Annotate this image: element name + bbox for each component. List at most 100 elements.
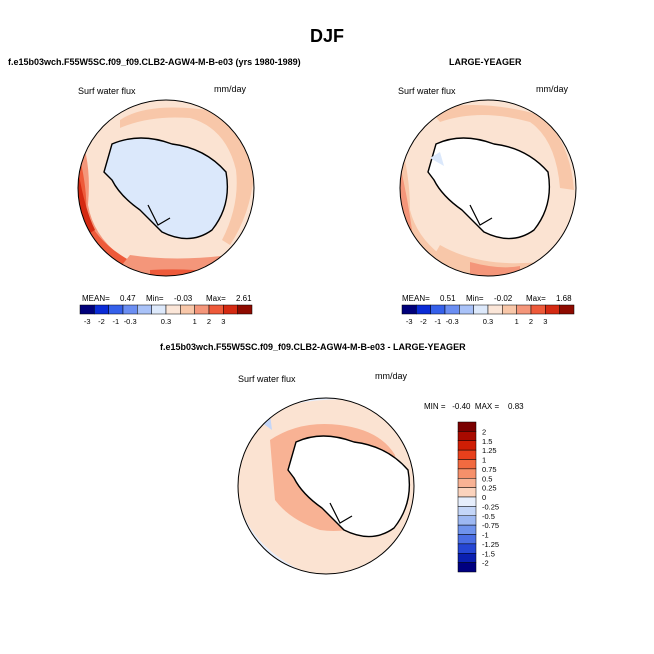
colorbar-2-tick-label: 1: [515, 317, 519, 326]
panel2-min-label: Min=: [466, 294, 484, 303]
panel1-max-label: Max=: [206, 294, 226, 303]
colorbar-1-swatch: [180, 304, 195, 315]
panel1-variable-label: Surf water flux: [78, 86, 136, 96]
colorbar-diff-swatch: [457, 440, 477, 451]
colorbar-2-tick-label: 0.3: [483, 317, 493, 326]
colorbar-diff-tick-label: -1.5: [482, 549, 495, 558]
colorbar-1-tick-label: -0.3: [124, 317, 137, 326]
colorbar-1-swatch: [108, 304, 124, 315]
colorbar-2-tick-label: -0.3: [446, 317, 459, 326]
panel2-mean-value: 0.51: [440, 294, 456, 303]
map-panel-3: [238, 398, 414, 574]
colorbar-panel-2: -3 -2 -1 -0.3 0.3 1 2 3: [401, 304, 575, 326]
map-panel-1: [78, 100, 254, 276]
colorbar-2-swatch: [502, 304, 517, 315]
panel1-min-value: -0.03: [174, 294, 193, 303]
colorbar-1-swatch: [122, 304, 138, 315]
panel1-max-value: 2.61: [236, 294, 252, 303]
panel1-mean-value: 0.47: [120, 294, 136, 303]
colorbar-diff-tick-label: 0.25: [482, 484, 497, 493]
panel2-units-label: mm/day: [536, 84, 569, 94]
colorbar-diff-swatch: [457, 478, 477, 488]
colorbar-2-tick-label: -2: [420, 317, 427, 326]
colorbar-diff-tick-label: 2: [482, 427, 486, 436]
colorbar-1-tick-label: -3: [84, 317, 91, 326]
colorbar-2-tick-label: -3: [406, 317, 413, 326]
panel3-minmax: MIN = -0.40 MAX = 0.83: [424, 402, 524, 411]
panel2-mean-label: MEAN=: [402, 294, 430, 303]
colorbar-diff-swatch: [457, 449, 477, 460]
colorbar-1-tick-label: 0.3: [161, 317, 171, 326]
map-panel-2-border: [399, 99, 577, 277]
panel1-units-label: mm/day: [214, 84, 247, 94]
colorbar-diff-tick-label: -2: [482, 559, 489, 568]
colorbar-1-tick-label: 2: [207, 317, 211, 326]
panel1-min-label: Min=: [146, 294, 164, 303]
colorbar-diff-swatch: [457, 515, 477, 526]
page-title: DJF: [310, 26, 345, 46]
colorbar-1-swatch: [194, 304, 210, 315]
colorbar-diff-tick-label: 1.5: [482, 437, 492, 446]
colorbar-diff-tick-label: -0.25: [482, 502, 499, 511]
colorbar-diff-swatch: [457, 468, 477, 479]
colorbar-2-swatch: [416, 304, 431, 315]
panel2-max-label: Max=: [526, 294, 546, 303]
colorbar-diff-swatch: [457, 524, 477, 535]
colorbar-2-swatch: [430, 304, 446, 315]
colorbar-1-tick-label: 1: [193, 317, 197, 326]
colorbar-2-tick-label: 3: [543, 317, 547, 326]
colorbar-diff-swatch: [457, 506, 477, 516]
colorbar-panel-1: -3 -2 -1 -0.3 0.3 1 2 3: [79, 304, 253, 326]
colorbar-diff-swatch: [457, 421, 477, 432]
colorbar-1-swatch: [237, 304, 253, 315]
colorbar-difference: 21.51.2510.750.50.250-0.25-0.5-0.75-1-1.…: [457, 421, 499, 573]
colorbar-diff-swatch: [457, 553, 477, 563]
colorbar-diff-swatch: [457, 534, 477, 545]
colorbar-2-swatch: [401, 304, 417, 315]
colorbar-2-swatch: [444, 304, 460, 315]
colorbar-2-swatch: [545, 304, 560, 315]
colorbar-diff-tick-label: 1.25: [482, 446, 497, 455]
panel2-caption: LARGE-YEAGER: [449, 57, 522, 67]
panel1-mean-label: MEAN=: [82, 294, 110, 303]
colorbar-diff-swatch: [457, 562, 477, 573]
colorbar-2-tick-label: 2: [529, 317, 533, 326]
colorbar-2-swatch: [530, 304, 546, 315]
panel3-variable-label: Surf water flux: [238, 374, 296, 384]
colorbar-diff-tick-label: -1.25: [482, 540, 499, 549]
colorbar-diff-tick-label: -0.75: [482, 521, 499, 530]
map-panel-2: [400, 100, 576, 276]
colorbar-1-swatch: [151, 304, 167, 315]
colorbar-diff-swatch: [457, 459, 477, 470]
colorbar-2-swatch: [516, 304, 532, 315]
map-panel-3-border: [237, 397, 415, 575]
colorbar-diff-tick-label: -1: [482, 531, 489, 540]
colorbar-1-tick-label: -1: [112, 317, 119, 326]
colorbar-1-swatch: [94, 304, 109, 315]
map-panel-1-border: [77, 99, 255, 277]
colorbar-diff-tick-label: 1: [482, 456, 486, 465]
colorbar-diff-tick-label: -0.5: [482, 512, 495, 521]
colorbar-2-swatch: [459, 304, 474, 315]
panel3-units-label: mm/day: [375, 371, 408, 381]
colorbar-diff-swatch: [457, 487, 477, 498]
colorbar-1-tick-label: -2: [98, 317, 105, 326]
colorbar-diff-tick-label: 0.75: [482, 465, 497, 474]
colorbar-2-swatch: [473, 304, 489, 315]
colorbar-diff-tick-label: 0: [482, 493, 486, 502]
colorbar-diff-swatch: [457, 496, 477, 507]
colorbar-1-tick-label: 3: [221, 317, 225, 326]
colorbar-2-swatch: [487, 304, 503, 315]
panel3-caption: f.e15b03wch.F55W5SC.f09_f09.CLB2-AGW4-M-…: [160, 342, 466, 352]
colorbar-2-swatch: [559, 304, 575, 315]
panel2-max-value: 1.68: [556, 294, 572, 303]
panel2-min-value: -0.02: [494, 294, 513, 303]
colorbar-1-swatch: [223, 304, 238, 315]
colorbar-diff-swatch: [457, 543, 477, 554]
panel2-variable-label: Surf water flux: [398, 86, 456, 96]
panel1-caption: f.e15b03wch.F55W5SC.f09_f09.CLB2-AGW4-M-…: [8, 57, 301, 67]
colorbar-1-swatch: [165, 304, 181, 315]
colorbar-diff-tick-label: 0.5: [482, 474, 492, 483]
colorbar-1-swatch: [137, 304, 152, 315]
